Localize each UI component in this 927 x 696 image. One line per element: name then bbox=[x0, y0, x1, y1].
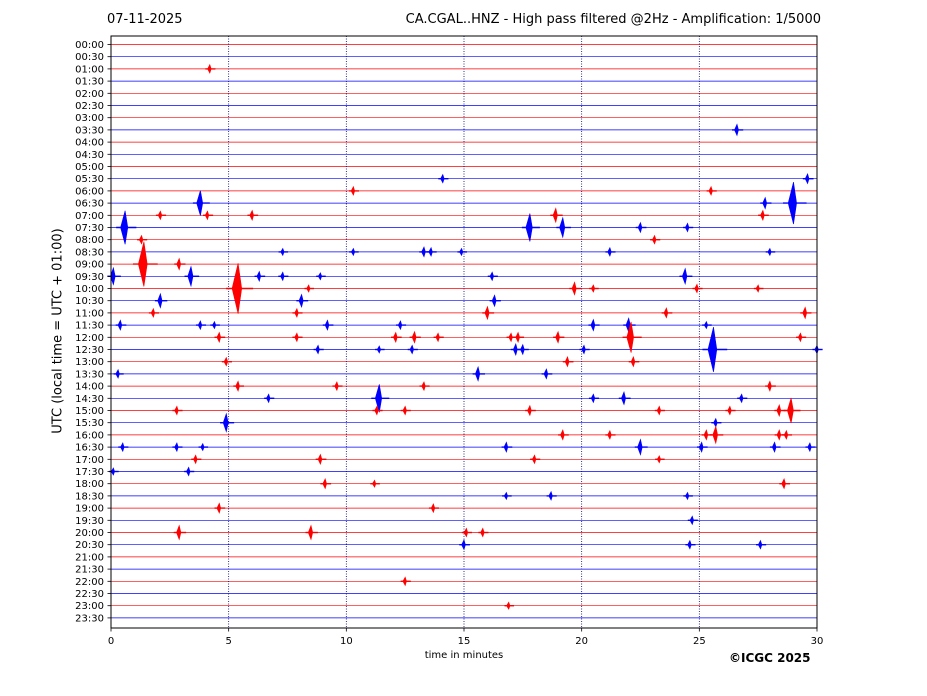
y-tick-label: 18:30 bbox=[75, 491, 104, 502]
y-tick-label: 21:00 bbox=[75, 552, 104, 563]
y-tick-label: 16:30 bbox=[75, 443, 104, 454]
y-tick-label: 09:30 bbox=[75, 272, 104, 283]
copyright-notice: ©ICGC 2025 bbox=[729, 651, 811, 665]
y-tick-label: 03:30 bbox=[75, 125, 104, 136]
y-tick-label: 04:00 bbox=[75, 138, 104, 149]
y-tick-label: 14:00 bbox=[75, 382, 104, 393]
x-tick-label: 20 bbox=[575, 636, 588, 647]
y-tick-label: 08:00 bbox=[75, 235, 104, 246]
x-tick-label: 15 bbox=[458, 636, 471, 647]
y-tick-label: 20:30 bbox=[75, 540, 104, 551]
y-tick-label: 12:30 bbox=[75, 345, 104, 356]
x-tick-label: 0 bbox=[108, 636, 114, 647]
x-tick-label: 10 bbox=[340, 636, 353, 647]
y-tick-label: 22:00 bbox=[75, 577, 104, 588]
x-axis-label: time in minutes bbox=[424, 650, 504, 661]
y-tick-label: 19:00 bbox=[75, 504, 104, 515]
y-tick-label: 06:00 bbox=[75, 186, 104, 197]
y-axis-label: UTC (local time = UTC + 01:00) bbox=[50, 228, 66, 434]
y-tick-label: 12:00 bbox=[75, 333, 104, 344]
x-tick-label: 30 bbox=[811, 636, 824, 647]
y-tick-label: 11:00 bbox=[75, 308, 104, 319]
y-tick-label: 10:00 bbox=[75, 284, 104, 295]
y-tick-label: 21:30 bbox=[75, 565, 104, 576]
y-tick-label: 00:30 bbox=[75, 52, 104, 63]
y-tick-label: 20:00 bbox=[75, 528, 104, 539]
y-tick-label: 18:00 bbox=[75, 479, 104, 490]
y-tick-label: 19:30 bbox=[75, 516, 104, 527]
y-tick-label: 06:30 bbox=[75, 199, 104, 210]
y-tick-label: 16:00 bbox=[75, 430, 104, 441]
y-tick-label: 01:30 bbox=[75, 77, 104, 88]
y-tick-label: 13:30 bbox=[75, 369, 104, 380]
y-tick-label: 15:00 bbox=[75, 406, 104, 417]
y-tick-label: 15:30 bbox=[75, 418, 104, 429]
header-date: 07-11-2025 bbox=[107, 12, 183, 27]
y-tick-label: 23:00 bbox=[75, 601, 104, 612]
y-tick-label: 00:00 bbox=[75, 40, 104, 51]
y-tick-label: 08:30 bbox=[75, 247, 104, 258]
y-tick-label: 23:30 bbox=[75, 613, 104, 624]
y-tick-label: 02:00 bbox=[75, 89, 104, 100]
y-tick-label: 17:30 bbox=[75, 467, 104, 478]
y-tick-label: 03:00 bbox=[75, 113, 104, 124]
y-tick-label: 22:30 bbox=[75, 589, 104, 600]
y-tick-label: 11:30 bbox=[75, 321, 104, 332]
y-tick-label: 14:30 bbox=[75, 394, 104, 405]
x-tick-label: 25 bbox=[693, 636, 706, 647]
y-tick-label: 09:00 bbox=[75, 260, 104, 271]
y-tick-label: 07:30 bbox=[75, 223, 104, 234]
y-tick-label: 17:00 bbox=[75, 455, 104, 466]
y-tick-label: 05:30 bbox=[75, 174, 104, 185]
y-tick-label: 04:30 bbox=[75, 150, 104, 161]
y-tick-label: 05:00 bbox=[75, 162, 104, 173]
y-tick-label: 02:30 bbox=[75, 101, 104, 112]
y-tick-label: 07:00 bbox=[75, 211, 104, 222]
y-tick-label: 10:30 bbox=[75, 296, 104, 307]
header-title: CA.CGAL..HNZ - High pass filtered @2Hz -… bbox=[405, 12, 821, 27]
x-tick-label: 5 bbox=[225, 636, 231, 647]
y-tick-label: 01:00 bbox=[75, 64, 104, 75]
y-tick-label: 13:00 bbox=[75, 357, 104, 368]
